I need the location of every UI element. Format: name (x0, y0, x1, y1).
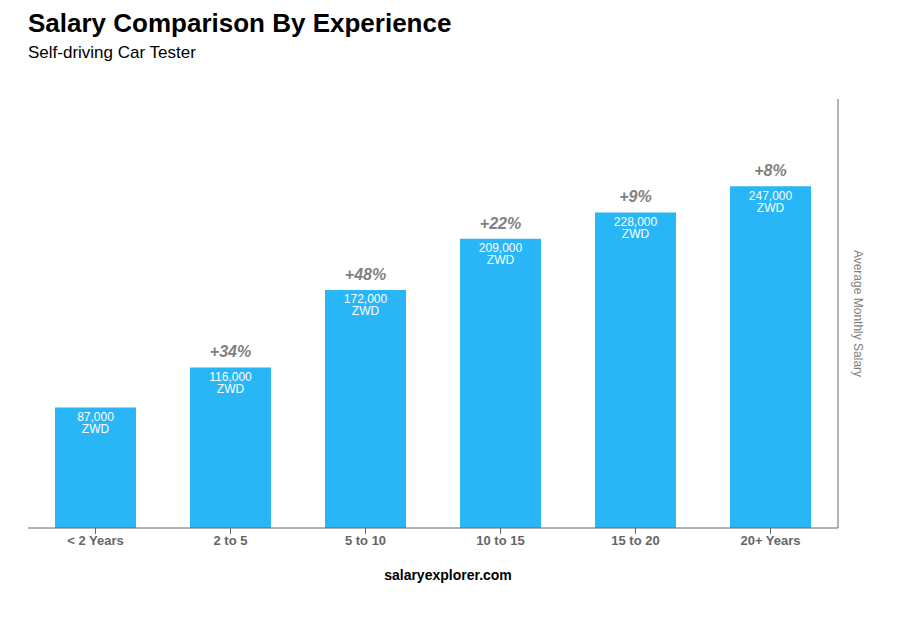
svg-text:172,000ZWD: 172,000ZWD (344, 292, 388, 318)
svg-text:+9%: +9% (619, 188, 651, 205)
html-text:salary explorer.com: salary explorer.com (384, 567, 512, 583)
svg-text:5 to 10: 5 to 10 (345, 533, 386, 548)
svg-text:+48%: +48% (345, 266, 386, 283)
html-text:Self-driving Car Tester: Self-driving Car Tester (28, 43, 196, 62)
svg-text:20+ Years: 20+ Years (740, 533, 800, 548)
svg-text:116,000ZWD: 116,000ZWD (209, 370, 252, 396)
svg-text:15 to 20: 15 to 20 (611, 533, 659, 548)
svg-text:Average Monthly Salary: Average Monthly Salary (851, 250, 865, 377)
svg-text:< 2 Years: < 2 Years (67, 533, 124, 548)
svg-text:+34%: +34% (210, 343, 251, 360)
svg-text:+22%: +22% (480, 215, 521, 232)
svg-text:209,000ZWD: 209,000ZWD (479, 241, 523, 267)
svg-text:228,000ZWD: 228,000ZWD (614, 215, 658, 241)
svg-text:10 to 15: 10 to 15 (476, 533, 524, 548)
svg-text:247,000ZWD: 247,000ZWD (749, 189, 793, 215)
html-text:Salary Comparison By Experienc: Salary Comparison By Experience (28, 8, 452, 38)
svg-text:87,000ZWD: 87,000ZWD (77, 410, 114, 436)
svg-text:2 to 5: 2 to 5 (214, 533, 248, 548)
svg-text:+8%: +8% (754, 162, 786, 179)
